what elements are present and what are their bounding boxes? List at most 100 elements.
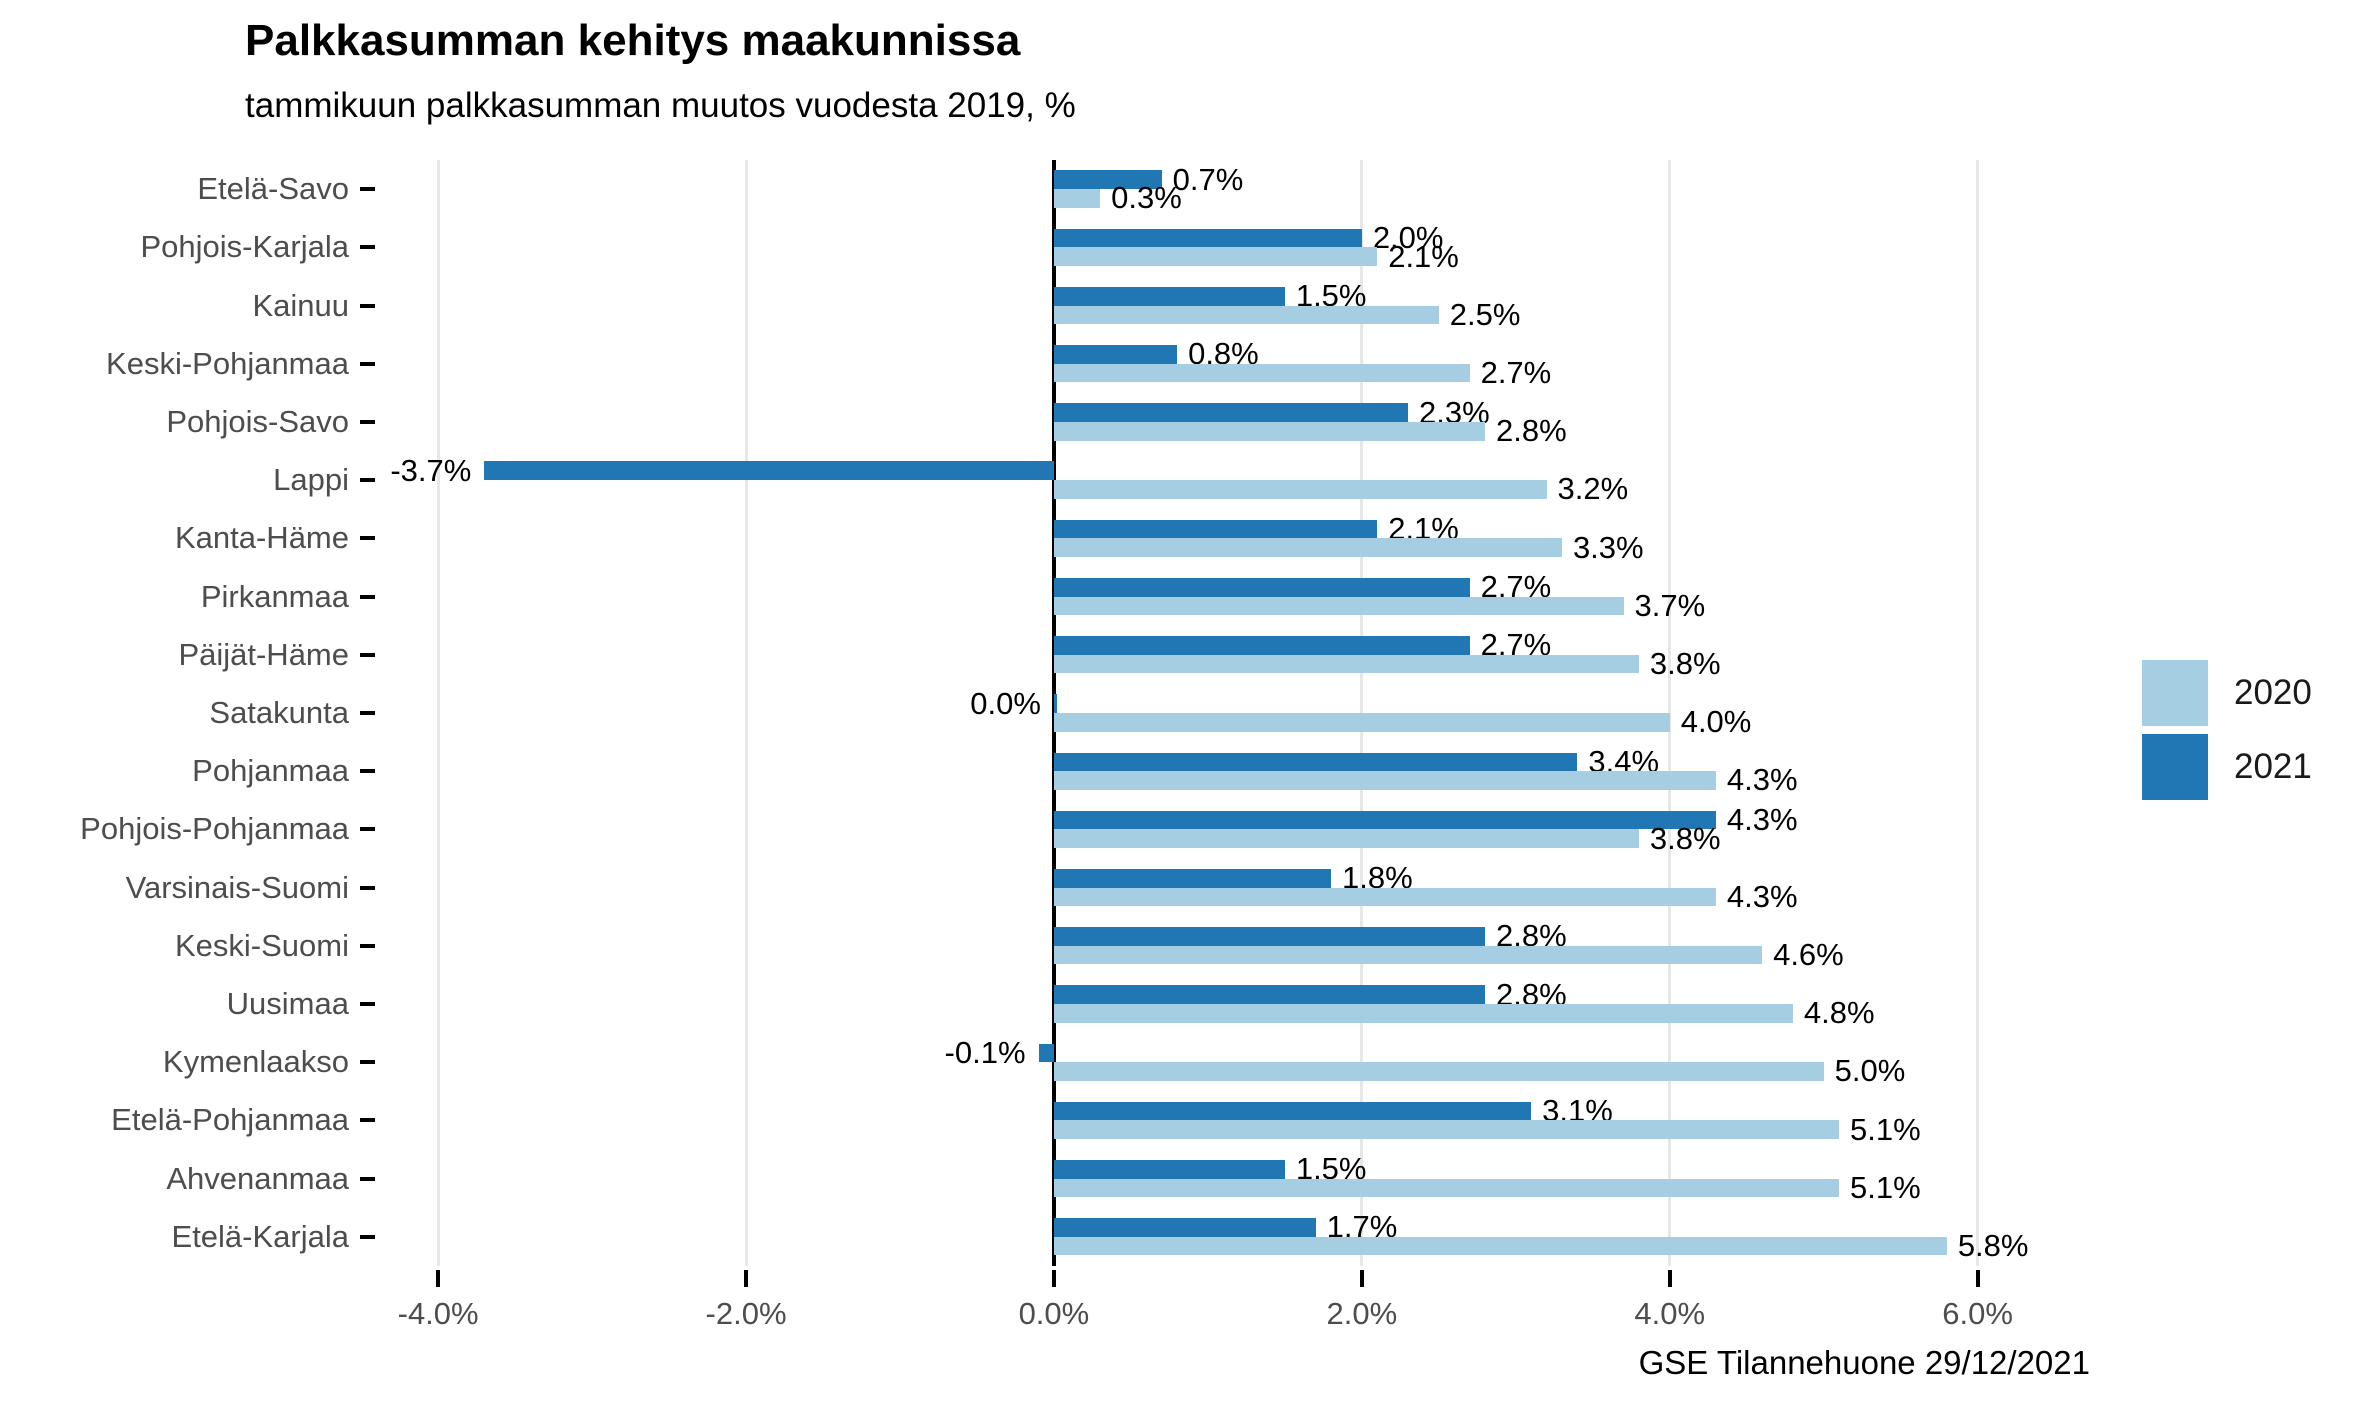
bar-2021-uusimaa [1053,985,1485,1004]
legend-label-2020: 2020 [2234,673,2312,712]
value-label-2020-p-ij-t-h-me: 3.8% [1649,646,1721,682]
bar-2021-pohjois-pohjanmaa [1053,810,1716,830]
value-label-2021-etel-savo: 0.7% [1172,161,1244,197]
bar-row-pohjanmaa: Pohjanmaa 3.4% 4.3% [192,742,2090,800]
value-label-2020-pirkanmaa: 3.7% [1634,587,1706,623]
y-axis-tick [360,710,375,715]
y-axis-label-keski-pohjanmaa: Keski-Pohjanmaa [106,345,349,381]
x-axis-tick-label: 4.0% [1634,1296,1706,1331]
legend: 2020 2021 [2142,660,2312,800]
y-axis-label-pohjois-pohjanmaa: Pohjois-Pohjanmaa [80,811,349,847]
y-axis-label-pohjanmaa: Pohjanmaa [192,753,349,789]
y-axis-tick [360,245,375,250]
x-axis-tick-label: 2.0% [1326,1296,1398,1331]
value-label-2020-lappi: 3.2% [1557,471,1629,507]
grid-line [1976,160,1980,1266]
value-label-2020-pohjois-karjala: 2.1% [1388,238,1459,274]
bar-row-pirkanmaa: Pirkanmaa 2.7% 3.7% [201,567,2090,625]
y-axis-label-satakunta: Satakunta [209,694,349,730]
bar-2020-keski-suomi [1053,945,1763,965]
bar-row-etel-savo: Etelä-Savo 0.7% 0.3% [197,160,2090,218]
y-axis-label-uusimaa: Uusimaa [226,985,349,1021]
bar-2021-pohjois-savo [1053,403,1408,422]
bar-row-varsinais-suomi: Varsinais-Suomi 1.8% 4.3% [126,858,2090,916]
y-axis-tick [360,1118,375,1123]
y-axis-label-etel-savo: Etelä-Savo [197,171,349,207]
bar-2020-kanta-h-me [1053,538,1562,557]
y-axis-tick [360,187,375,192]
bar-2021-kainuu [1053,286,1285,306]
grid-line [436,160,440,1266]
bar-2020-kainuu [1053,305,1439,325]
x-axis-tick [1667,1270,1672,1287]
value-label-2020-etel-savo: 0.3% [1111,180,1182,216]
y-axis-tick [360,1060,375,1065]
bar-2021-pirkanmaa [1053,577,1470,597]
y-axis-label-pohjois-karjala: Pohjois-Karjala [140,229,350,265]
bar-2021-lappi [484,461,1054,481]
y-axis-tick [360,536,375,541]
bar-2021-kymenlaakso [1038,1043,1054,1063]
y-axis-label-keski-suomi: Keski-Suomi [175,927,349,963]
bar-2021-pohjanmaa [1053,752,1578,772]
y-axis-tick [360,943,375,948]
x-axis-tick [1975,1270,1980,1287]
grid-line [744,160,748,1266]
value-label-2020-kymenlaakso: 5.0% [1834,1053,1906,1089]
bar-row-pohjois-karjala: Pohjois-Karjala 2.0% 2.1% [141,218,2090,276]
y-axis-label-varsinais-suomi: Varsinais-Suomi [125,869,349,905]
legend-label-2021: 2021 [2234,747,2312,786]
bar-row-pohjois-pohjanmaa: Pohjois-Pohjanmaa 4.3% 3.8% [80,800,2090,858]
x-axis-tick-label: -4.0% [397,1296,479,1331]
bar-2020-varsinais-suomi [1053,887,1716,907]
value-label-2020-kainuu: 2.5% [1449,296,1521,332]
y-axis-tick [360,1234,375,1239]
y-axis-tick [360,419,375,424]
value-label-2020-ahvenanmaa: 5.1% [1850,1169,1921,1205]
x-axis-tick-label: -2.0% [705,1296,787,1331]
value-label-2021-lappi: -3.7% [390,452,472,488]
y-axis-tick [360,769,375,774]
chart-caption: GSE Tilannehuone 29/12/2021 [1638,1344,2090,1381]
legend-key-2021: 2021 [2142,734,2312,800]
legend-swatch-2021 [2142,734,2208,800]
y-axis-tick [360,652,375,657]
bar-2021-satakunta [1053,694,1057,713]
x-axis: -4.0% -2.0% 0.0% 2.0% 4.0% 6.0% [375,1266,2090,1356]
bar-2020-etel-pohjanmaa [1053,1120,1840,1139]
bar-row-pohjois-savo: Pohjois-Savo 2.3% 2.8% [166,393,2090,451]
bar-2020-keski-pohjanmaa [1053,363,1470,383]
bar-2020-etel-karjala [1053,1236,1947,1256]
bar-2020-p-ij-t-h-me [1053,654,1639,674]
value-label-2020-pohjois-savo: 2.8% [1495,413,1567,449]
value-label-2020-keski-suomi: 4.6% [1773,937,1844,973]
bar-2021-etel-savo [1053,170,1162,190]
value-label-2020-pohjois-pohjanmaa: 3.8% [1649,820,1721,856]
value-label-2021-kymenlaakso: -0.1% [944,1034,1026,1070]
bar-row-lappi: Lappi -3.7% 3.2% [273,451,2090,509]
x-axis-tick [436,1270,441,1287]
bar-2020-pohjois-karjala [1053,247,1378,266]
y-axis-tick [360,827,375,832]
bar-row-kymenlaakso: Kymenlaakso -0.1% 5.0% [163,1033,2090,1091]
bar-2021-etel-karjala [1053,1218,1316,1237]
x-axis-tick [1051,1270,1056,1287]
y-axis-tick [360,1176,375,1181]
bar-row-etel-karjala: Etelä-Karjala 1.7% 5.8% [172,1208,2090,1266]
bar-2021-pohjois-karjala [1053,228,1362,248]
bar-2021-kanta-h-me [1053,519,1378,539]
y-axis-label-kainuu: Kainuu [252,287,349,323]
plot-panel: Etelä-Savo 0.7% 0.3% Pohjois-Karjala 2.0% 2.1… [80,160,2090,1266]
bar-2021-varsinais-suomi [1053,868,1332,888]
y-axis-label-kanta-h-me: Kanta-Häme [174,520,349,556]
grid-line [1668,160,1672,1266]
bar-2021-ahvenanmaa [1053,1159,1285,1179]
x-axis-tick-label: 0.0% [1018,1296,1090,1331]
y-axis-tick [360,303,375,308]
bar-2020-pohjanmaa [1053,771,1716,790]
y-axis-label-p-ij-t-h-me: Päijät-Häme [178,636,349,672]
x-axis-tick-label: 6.0% [1942,1296,2013,1331]
y-axis-label-etel-karjala: Etelä-Karjala [171,1218,349,1254]
chart-title: Palkkasumman kehitys maakunnissa [245,16,1021,65]
